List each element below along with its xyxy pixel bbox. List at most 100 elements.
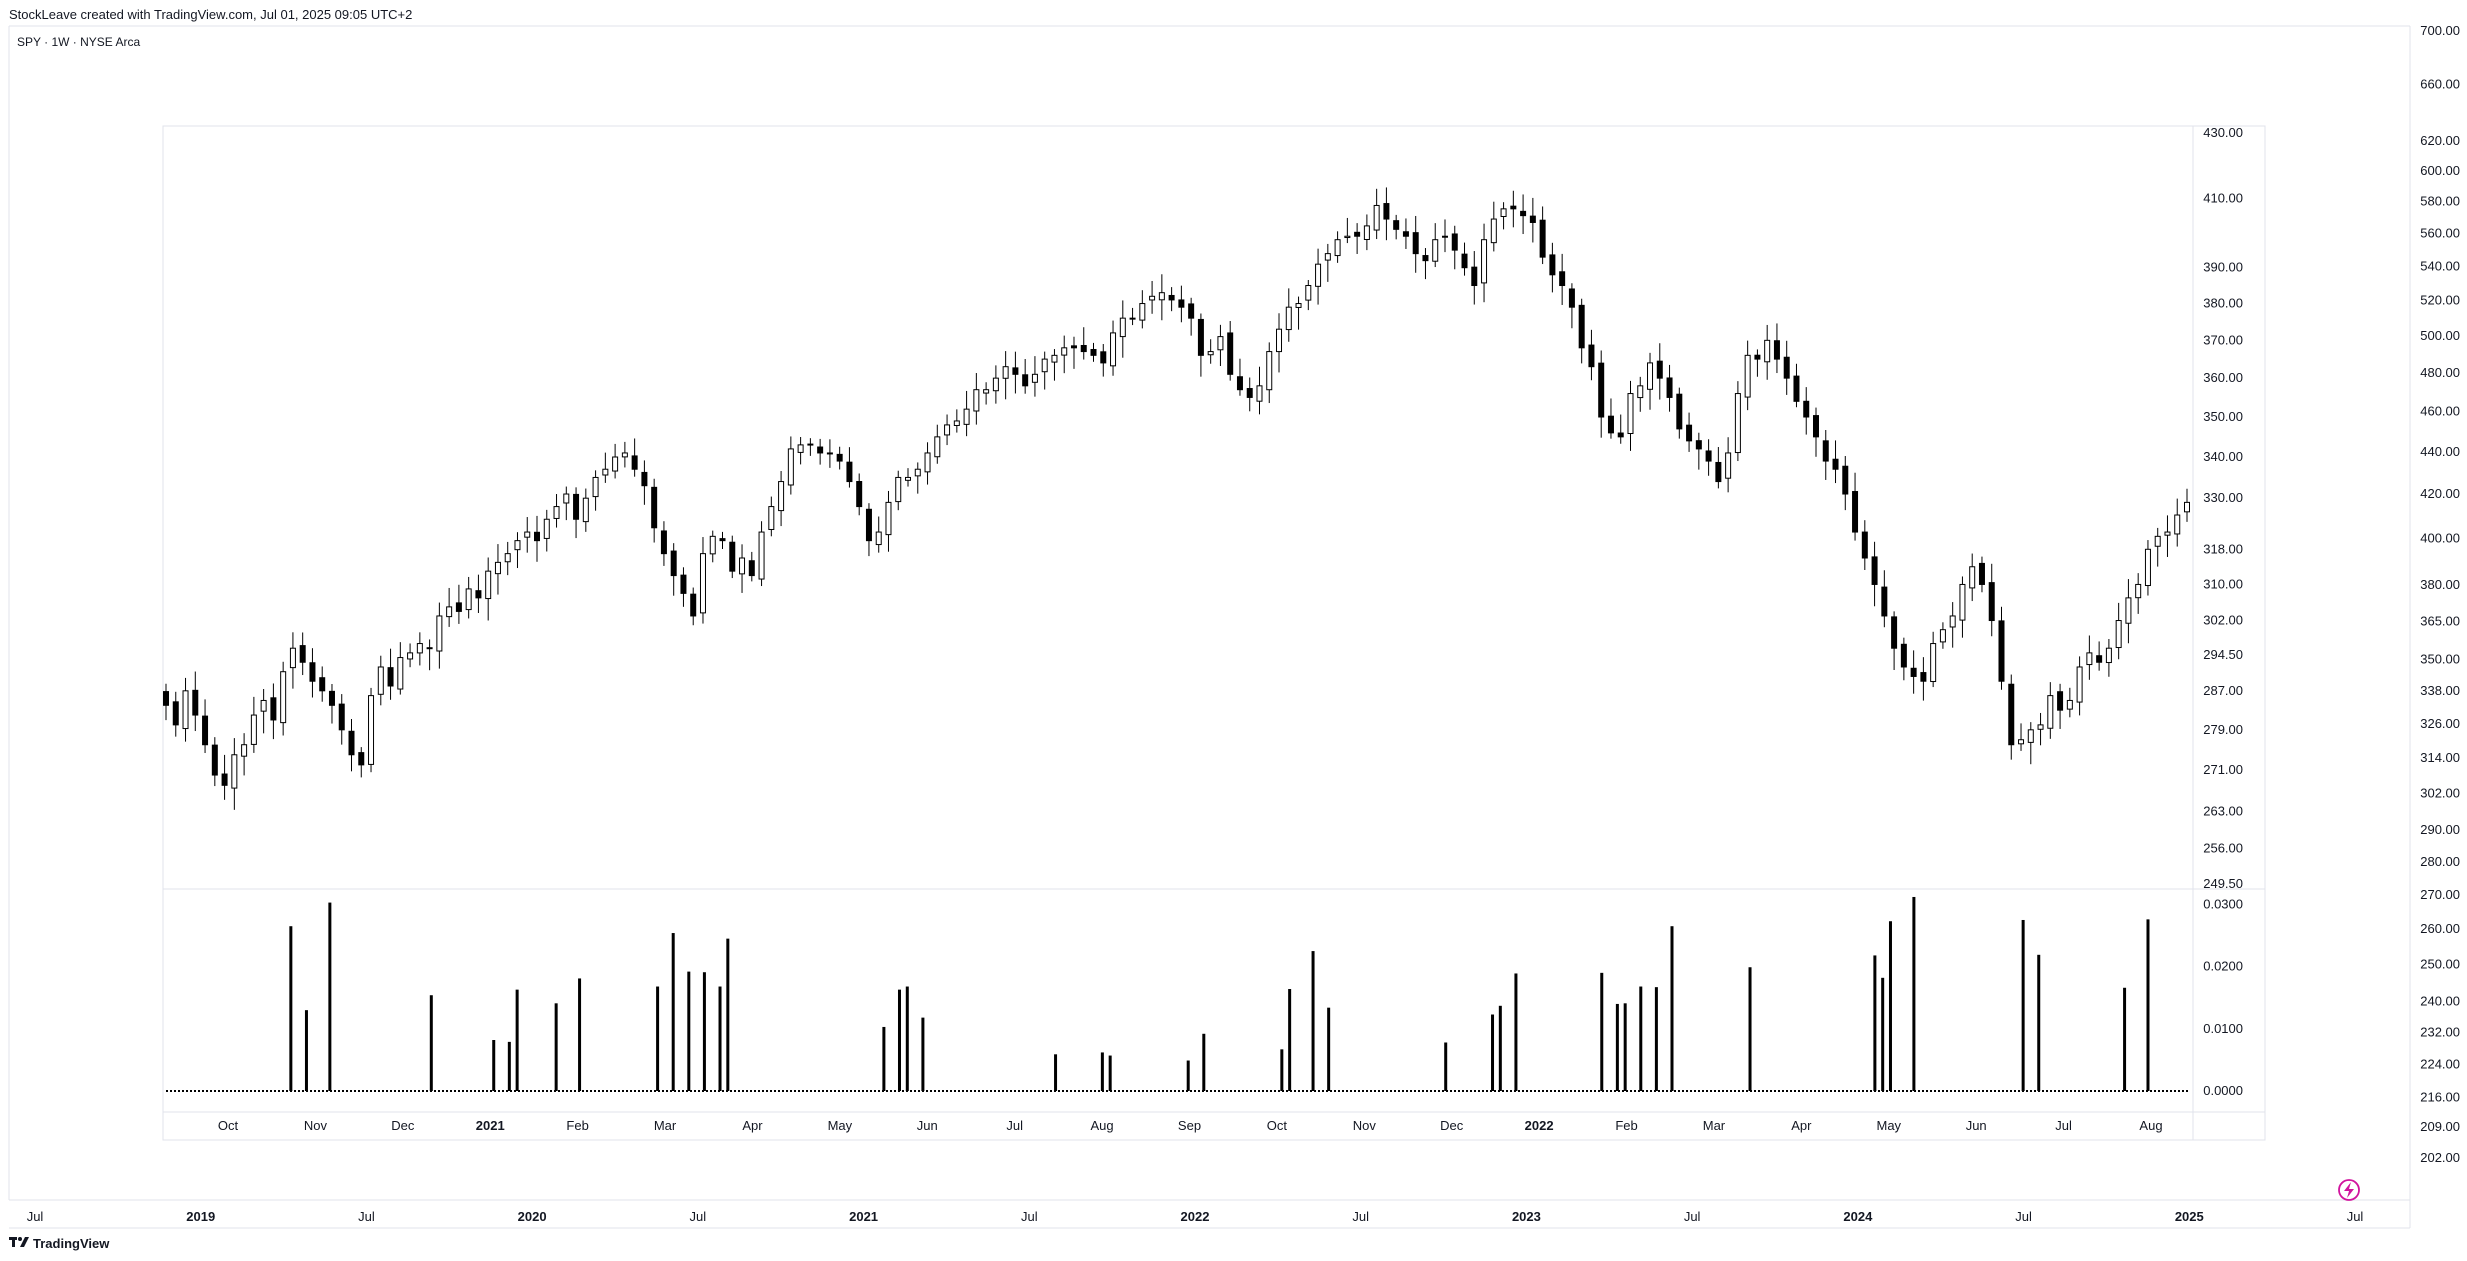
indicator-bar <box>1498 1005 1502 1091</box>
candle-body <box>1695 440 1702 450</box>
indicator-bar <box>1202 1033 1206 1091</box>
candle-body <box>475 590 482 599</box>
candle-body <box>1295 303 1302 308</box>
candle-body <box>1666 377 1673 398</box>
candle <box>289 632 296 689</box>
candle <box>358 747 365 778</box>
candle-body <box>1481 239 1488 284</box>
outer-time-tick: Jul <box>27 1209 44 1224</box>
candle <box>1022 358 1029 394</box>
inner-time-axis: Oct Nov Dec 2021 Feb Mar Apr May Jun Jul Aug Sep Oct… <box>218 1118 2163 1133</box>
candle <box>924 442 931 485</box>
indicator-bar <box>687 971 691 1091</box>
candle-body <box>192 689 199 716</box>
candle-body <box>1793 375 1800 402</box>
candle <box>1715 447 1722 489</box>
inner-time-tick: May <box>828 1118 853 1133</box>
candle <box>1773 323 1780 374</box>
candle-body <box>1178 299 1185 308</box>
candle <box>739 544 746 593</box>
candle-body <box>1344 235 1351 239</box>
candle <box>1803 387 1810 435</box>
candle-body <box>172 701 179 726</box>
candle <box>690 587 697 626</box>
candle <box>192 671 199 732</box>
candle-body <box>1773 340 1780 360</box>
candle-body <box>573 493 580 520</box>
outer-time-tick: 2019 <box>186 1209 215 1224</box>
candle <box>1891 611 1898 671</box>
outer-price-tick: 326.00 <box>2420 716 2460 731</box>
tradingview-logo-icon <box>9 1236 29 1251</box>
candle-body <box>1070 345 1077 349</box>
indicator-bar <box>671 933 675 1091</box>
candle <box>475 574 482 614</box>
candle-body <box>2047 695 2054 729</box>
candle <box>514 532 521 569</box>
candle <box>1334 231 1341 263</box>
candle <box>856 473 863 516</box>
candle-body <box>2174 514 2181 535</box>
indicator-bar <box>515 989 519 1091</box>
candle-body <box>758 531 765 580</box>
indicator-tick: 0.0300 <box>2203 896 2243 911</box>
candle-body <box>426 647 433 650</box>
price-tick: 430.00 <box>2203 125 2243 140</box>
candle <box>817 438 824 465</box>
candle-body <box>231 754 238 789</box>
chart-caption: StockLeave created with TradingView.com,… <box>9 7 413 22</box>
candle <box>641 460 648 505</box>
candle <box>953 409 960 433</box>
candle <box>2047 682 2054 739</box>
outer-price-tick: 480.00 <box>2420 365 2460 380</box>
indicator-bar <box>1186 1060 1190 1091</box>
tradingview-footer[interactable]: TradingView <box>9 1236 109 1251</box>
outer-time-tick: Jul <box>690 1209 707 1224</box>
outer-price-tick: 280.00 <box>2420 854 2460 869</box>
candle-body <box>905 476 912 481</box>
candle <box>250 696 257 753</box>
candle-body <box>211 744 218 776</box>
candle-body <box>1002 366 1009 379</box>
outer-time-tick: Jul <box>1352 1209 1369 1224</box>
inner-time-tick: Mar <box>654 1118 677 1133</box>
candle <box>1568 283 1575 329</box>
candle-body <box>1871 556 1878 585</box>
candle-body <box>446 606 453 618</box>
candle-body <box>1969 566 1976 589</box>
outer-price-tick: 216.00 <box>2420 1089 2460 1104</box>
candle <box>1158 274 1165 321</box>
outer-time-tick: 2021 <box>849 1209 878 1224</box>
inner-time-tick: Dec <box>391 1118 415 1133</box>
candle-body <box>1363 225 1370 240</box>
candle <box>524 517 531 553</box>
candle <box>1871 541 1878 607</box>
candle-body <box>1188 303 1195 319</box>
candle-body <box>338 703 345 731</box>
inner-time-tick: Dec <box>1440 1118 1464 1133</box>
price-tick: 330.00 <box>2203 490 2243 505</box>
outer-time-tick: 2020 <box>518 1209 547 1224</box>
candle <box>1246 377 1253 412</box>
candle <box>485 557 492 621</box>
candle <box>1627 380 1634 451</box>
outer-price-tick: 660.00 <box>2420 76 2460 91</box>
indicator-bar <box>1311 951 1315 1091</box>
candle-body <box>1988 582 1995 622</box>
candle <box>582 488 589 532</box>
candle-body <box>1168 294 1175 301</box>
outer-time-tick: 2025 <box>2175 1209 2204 1224</box>
inner-time-tick: Feb <box>566 1118 588 1133</box>
indicator-tick: 0.0200 <box>2203 959 2243 974</box>
candle <box>182 677 189 742</box>
candle <box>1969 553 1976 602</box>
candle-body <box>368 695 375 765</box>
candle-body <box>2008 683 2015 746</box>
candle-body <box>1393 220 1400 230</box>
candle-body <box>328 690 335 706</box>
candle <box>1305 279 1312 311</box>
candle <box>1520 194 1527 235</box>
candle-body <box>895 476 902 503</box>
candle-body <box>1461 253 1468 269</box>
